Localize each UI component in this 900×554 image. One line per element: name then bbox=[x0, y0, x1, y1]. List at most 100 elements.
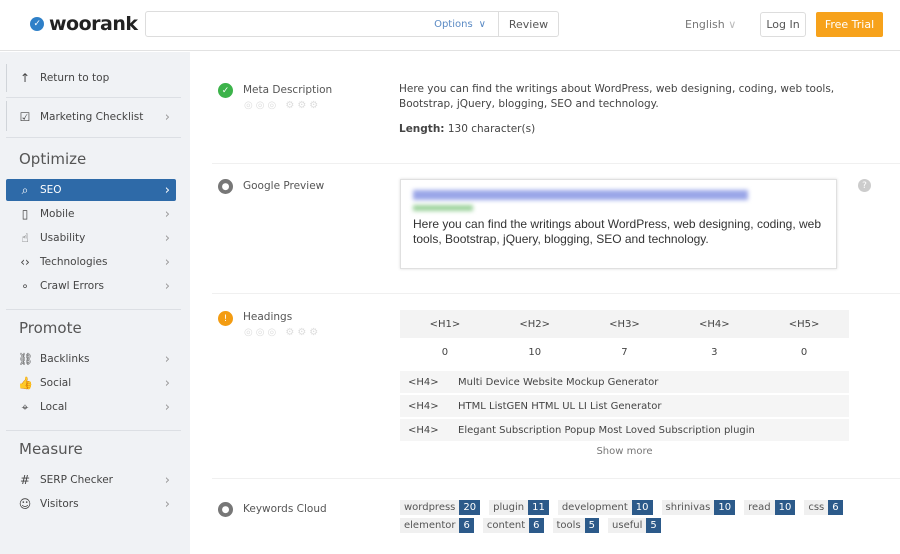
divider bbox=[6, 64, 7, 92]
sidebar-item-label: Crawl Errors bbox=[40, 280, 104, 292]
sidebar-item-label: Mobile bbox=[40, 208, 75, 220]
show-more-link[interactable]: Show more bbox=[596, 446, 653, 457]
headings-table: <H1> <H2> <H3> <H4> <H5> 0 10 7 3 0 bbox=[400, 310, 849, 366]
keyword-tag: plugin 11 bbox=[489, 500, 549, 515]
check-icon: ✓ bbox=[30, 17, 44, 31]
heading-count: 10 bbox=[528, 346, 542, 358]
divider bbox=[6, 101, 7, 131]
heading-tag: <H4> bbox=[408, 400, 439, 412]
info-icon: ● bbox=[218, 179, 233, 194]
keyword-count: 6 bbox=[828, 500, 843, 515]
sidebar-item-label: Marketing Checklist bbox=[40, 111, 144, 123]
device-icons: ◎◎◎ ⚙⚙⚙ bbox=[244, 100, 322, 111]
keyword-tag: shrinivas 10 bbox=[661, 500, 736, 515]
chevron-right-icon: › bbox=[164, 472, 170, 488]
url-input[interactable] bbox=[146, 12, 422, 36]
divider bbox=[6, 137, 181, 138]
preview-url-blurred bbox=[413, 205, 473, 211]
code-icon: ‹› bbox=[20, 255, 30, 269]
device-icons: ◎◎◎ ⚙⚙⚙ bbox=[244, 327, 322, 338]
heading-column: <H2> bbox=[489, 310, 580, 338]
heading-column: <H1> bbox=[400, 310, 490, 338]
search-icon: ⌕ bbox=[21, 182, 29, 197]
sidebar-item-label: Return to top bbox=[40, 72, 110, 84]
keyword-word: development bbox=[561, 502, 628, 513]
login-button[interactable]: Log In bbox=[760, 12, 806, 37]
url-search: Options ∨ Review bbox=[145, 11, 559, 37]
chevron-right-icon: › bbox=[164, 230, 170, 246]
language-select[interactable]: English ∨ bbox=[685, 18, 736, 31]
free-trial-button[interactable]: Free Trial bbox=[816, 12, 883, 37]
sidebar-item-label: Visitors bbox=[40, 498, 79, 510]
chevron-right-icon: › bbox=[164, 182, 170, 198]
divider bbox=[6, 97, 181, 98]
sidebar-item-seo[interactable]: ⌕ SEO › bbox=[6, 179, 176, 201]
google-preview-box: Here you can find the writings about Wor… bbox=[400, 179, 837, 269]
preview-title-blurred bbox=[413, 190, 748, 200]
chevron-right-icon: › bbox=[164, 496, 170, 512]
keyword-word: shrinivas bbox=[665, 502, 711, 513]
language-label: English bbox=[685, 18, 725, 31]
sidebar-item-technologies[interactable]: ‹› Technologies › bbox=[6, 251, 176, 273]
divider bbox=[212, 293, 900, 294]
keyword-tag: elementor 6 bbox=[400, 518, 474, 533]
logo[interactable]: ✓ woorank bbox=[30, 13, 138, 35]
keyword-count: 10 bbox=[774, 500, 796, 515]
sidebar-item-label: Backlinks bbox=[40, 353, 90, 365]
chevron-right-icon: › bbox=[164, 254, 170, 270]
keyword-word: wordpress bbox=[404, 502, 456, 513]
chevron-right-icon: › bbox=[164, 351, 170, 367]
divider bbox=[6, 430, 181, 431]
sidebar-item-usability[interactable]: ☝ Usability › bbox=[6, 227, 176, 249]
logo-text: woorank bbox=[49, 13, 138, 35]
sidebar-item-serp-checker[interactable]: # SERP Checker › bbox=[6, 469, 176, 491]
thumbs-up-icon: 👍 bbox=[18, 376, 33, 390]
divider bbox=[6, 309, 181, 310]
keyword-count: 10 bbox=[714, 500, 736, 515]
mobile-icon: ▯ bbox=[21, 207, 29, 221]
sidebar-item-backlinks[interactable]: ⛓ Backlinks › bbox=[6, 348, 176, 370]
keyword-count: 5 bbox=[584, 518, 600, 533]
heading-count: 0 bbox=[441, 346, 449, 358]
sidebar-item-label: Usability bbox=[40, 232, 86, 244]
chevron-right-icon: › bbox=[164, 109, 170, 125]
sidebar-item-local[interactable]: ⌖ Local › bbox=[6, 396, 176, 418]
top-bar: ✓ woorank Options ∨ Review English ∨ Log I… bbox=[0, 0, 900, 51]
link-icon: ⛓ bbox=[18, 352, 34, 366]
sidebar-item-marketing-checklist[interactable]: ☑ Marketing Checklist › bbox=[6, 106, 176, 128]
sidebar-item-crawl-errors[interactable]: ∘ Crawl Errors › bbox=[6, 275, 176, 297]
sidebar-item-social[interactable]: 👍 Social › bbox=[6, 372, 176, 394]
help-icon[interactable]: ? bbox=[858, 179, 871, 192]
keyword-word: css bbox=[808, 502, 825, 513]
keyword-word: read bbox=[748, 502, 771, 513]
info-icon: ● bbox=[218, 502, 233, 517]
sidebar-item-mobile[interactable]: ▯ Mobile › bbox=[6, 203, 176, 225]
divider bbox=[212, 478, 900, 479]
length-label: Length: bbox=[399, 123, 445, 135]
options-dropdown[interactable]: Options ∨ bbox=[422, 12, 498, 36]
heading-tag: <H4> bbox=[408, 376, 439, 388]
keyword-tag: useful 5 bbox=[608, 518, 661, 533]
heading-list-item: <H4> Elegant Subscription Popup Most Love… bbox=[400, 419, 849, 441]
keyword-count: 10 bbox=[631, 500, 653, 515]
keyword-tag: css 6 bbox=[804, 500, 843, 515]
sidebar-item-visitors[interactable]: ☺ Visitors › bbox=[6, 493, 176, 515]
chevron-right-icon: › bbox=[164, 375, 170, 391]
keyword-tag: read 10 bbox=[744, 500, 796, 515]
heading-list-item: <H4> HTML ListGEN HTML UL LI List Generat… bbox=[400, 395, 849, 417]
sidebar-item-label: Local bbox=[40, 401, 68, 413]
sidebar-item-return-to-top[interactable]: ↑ Return to top bbox=[6, 67, 176, 89]
keyword-word: useful bbox=[612, 520, 643, 531]
sidebar-item-label: Technologies bbox=[40, 256, 108, 268]
review-button[interactable]: Review bbox=[498, 12, 558, 36]
keyword-tag: development 10 bbox=[557, 500, 653, 515]
section-title: Optimize bbox=[19, 150, 87, 168]
options-label: Options bbox=[434, 18, 473, 30]
heading-column: <H4> bbox=[669, 310, 760, 338]
length-value: 130 character(s) bbox=[447, 123, 536, 135]
meta-description-label: Meta Description bbox=[243, 84, 333, 96]
heading-text: Multi Device Website Mockup Generator bbox=[458, 376, 659, 388]
headings-label: Headings bbox=[243, 311, 293, 323]
keyword-word: plugin bbox=[493, 502, 525, 513]
sidebar-item-label: Social bbox=[40, 377, 72, 389]
